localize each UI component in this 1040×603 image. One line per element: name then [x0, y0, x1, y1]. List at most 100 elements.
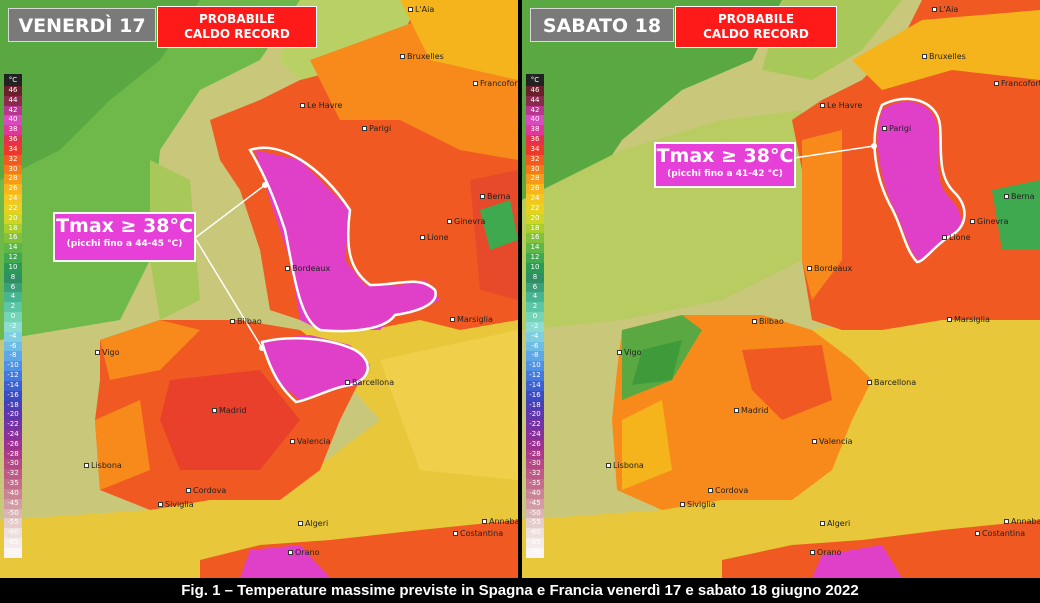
city-label: Orano	[288, 548, 319, 557]
city-label: Ginevra	[447, 217, 485, 226]
scale-cell: -8	[4, 351, 22, 362]
city-label: Siviglia	[158, 500, 194, 509]
record-badge-line2: CALDO RECORD	[703, 27, 809, 41]
scale-cell: -6	[4, 341, 22, 352]
scale-cell: 2	[4, 302, 22, 313]
scale-cell: -35	[526, 479, 544, 489]
city-label: Costantina	[453, 529, 503, 538]
scale-cell: 34	[526, 144, 544, 155]
scale-cell: 46	[4, 86, 22, 96]
scale-cell: -30	[4, 459, 22, 470]
scale-cell: -6	[526, 341, 544, 352]
scale-cell: -40	[4, 488, 22, 499]
scale-cell: 46	[526, 86, 544, 96]
tmax-callout: Tmax ≥ 38°C (picchi fino a 44-45 °C)	[53, 212, 196, 262]
city-label: Vigo	[617, 348, 642, 357]
scale-cell: -20	[4, 410, 22, 421]
tmax-label: Tmax ≥ 38°C	[56, 215, 193, 237]
tmax-callout: Tmax ≥ 38°C (picchi fino a 41-42 °C)	[654, 142, 796, 188]
city-label: Berna	[480, 192, 511, 201]
scale-cell: -10	[4, 361, 22, 372]
temperature-map-friday	[0, 0, 518, 578]
scale-cell: 20	[4, 213, 22, 224]
scale-cell: 4	[526, 292, 544, 303]
scale-cell: 6	[526, 282, 544, 293]
city-label: Bilbao	[752, 317, 784, 326]
scale-cell: 30	[4, 164, 22, 175]
scale-cell: -50	[4, 508, 22, 519]
record-badge-line1: PROBABILE	[717, 12, 795, 26]
scale-cell: -2	[526, 321, 544, 332]
city-label: Madrid	[734, 406, 768, 415]
scale-cell: -22	[4, 420, 22, 430]
scale-cell: 8	[526, 272, 544, 283]
scale-cell: -70	[4, 547, 22, 558]
temperature-scale: °C 46 44 42 40 38 36 34 32 30 28 26 24 22 20 18 16 14 12 1…	[4, 74, 22, 558]
scale-cell: -18	[4, 400, 22, 411]
scale-cell: 44	[4, 95, 22, 106]
scale-cell: -26	[4, 439, 22, 450]
city-label: Berna	[1004, 192, 1035, 201]
scale-cell: -65	[526, 538, 544, 548]
city-label: Valencia	[812, 437, 853, 446]
temperature-scale: °C 46 44 42 40 38 36 34 32 30 28 26 24 22 20 18 16 14 12 1…	[526, 74, 544, 558]
scale-cell: 30	[526, 164, 544, 175]
scale-cell: -26	[526, 439, 544, 450]
scale-cell: -16	[4, 390, 22, 401]
scale-cell: 40	[526, 115, 544, 126]
scale-cells-right: 46 44 42 40 38 36 34 32 30 28 26 24 22 20 18 16 14 12 10 8 6…	[526, 86, 544, 558]
scale-cell: 34	[4, 144, 22, 155]
scale-cell: -45	[4, 498, 22, 509]
scale-cell: 10	[4, 262, 22, 273]
city-label: Barcellona	[867, 378, 916, 387]
day-badge: VENERDÌ 17	[8, 8, 156, 42]
scale-cell: -35	[4, 479, 22, 489]
city-label: Algeri	[298, 519, 328, 528]
city-label: Bilbao	[230, 317, 262, 326]
scale-cell: 38	[526, 125, 544, 136]
city-label: Bordeaux	[807, 264, 852, 273]
scale-cell: -45	[526, 498, 544, 509]
scale-cell: 18	[4, 223, 22, 234]
scale-cell: -60	[526, 528, 544, 539]
scale-cell: -12	[4, 371, 22, 381]
scale-cell: 22	[4, 203, 22, 214]
scale-cell: -10	[526, 361, 544, 372]
scale-cell: -28	[526, 449, 544, 460]
scale-cell: 0	[526, 312, 544, 322]
scale-cell: 26	[526, 184, 544, 195]
scale-cell: -55	[4, 518, 22, 529]
city-label: Siviglia	[680, 500, 716, 509]
scale-cell: -18	[526, 400, 544, 411]
scale-cell: 14	[526, 243, 544, 254]
scale-cells-left: 46 44 42 40 38 36 34 32 30 28 26 24 22 20 18 16 14 12 10 8 6…	[4, 86, 22, 558]
scale-cell: 20	[526, 213, 544, 224]
city-label: Orano	[810, 548, 841, 557]
scale-cell: -4	[4, 331, 22, 342]
scale-cell: -50	[526, 508, 544, 519]
scale-cell: -65	[4, 538, 22, 548]
city-label: Annaba	[1004, 517, 1040, 526]
scale-cell: 28	[526, 174, 544, 185]
scale-cell: -24	[526, 429, 544, 440]
scale-unit: °C	[4, 74, 22, 86]
scale-cell: 0	[4, 312, 22, 322]
scale-cell: 16	[526, 233, 544, 244]
scale-cell: 42	[526, 105, 544, 116]
map-panel-saturday: °C 46 44 42 40 38 36 34 32 30 28 26 24 22 20 18 16 14 12 1…	[522, 0, 1040, 578]
scale-cell: 24	[526, 194, 544, 204]
scale-cell: 12	[526, 253, 544, 263]
scale-cell: 36	[526, 135, 544, 145]
scale-cell: -20	[526, 410, 544, 421]
figure-caption: Fig. 1 – Temperature massime previste in…	[0, 578, 1040, 603]
scale-cell: -32	[526, 469, 544, 480]
scale-cell: 44	[526, 95, 544, 106]
scale-cell: -14	[526, 380, 544, 391]
city-label: Barcellona	[345, 378, 394, 387]
scale-cell: -16	[526, 390, 544, 401]
day-badge: SABATO 18	[530, 8, 674, 42]
scale-cell: -55	[526, 518, 544, 529]
scale-cell: 42	[4, 105, 22, 116]
scale-cell: -22	[526, 420, 544, 430]
city-label: L'Aia	[408, 5, 434, 14]
